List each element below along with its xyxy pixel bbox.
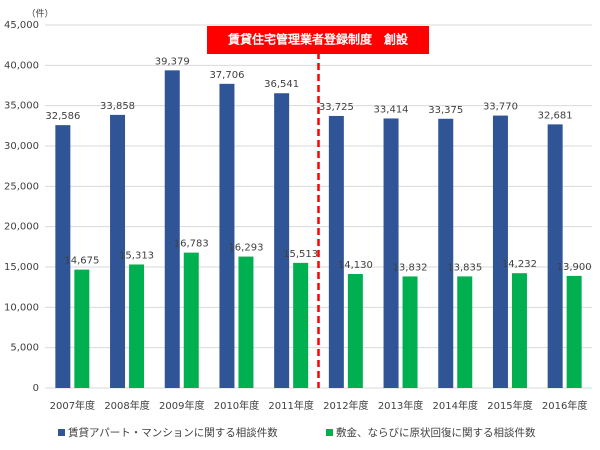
bar [183,252,199,388]
x-tick-label: 2013年度 [378,399,423,412]
bar [110,114,126,389]
value-label: 33,770 [483,102,518,113]
bar [547,124,563,389]
bar [129,264,145,388]
x-tick-label: 2010年度 [214,399,259,412]
value-label: 14,675 [64,256,99,267]
bar [55,125,71,389]
x-tick-label: 2014年度 [433,399,478,412]
value-label: 32,586 [45,111,80,122]
bar [402,276,418,388]
value-label: 16,783 [174,239,209,250]
value-label: 33,414 [374,104,409,115]
y-unit-label: （件） [26,8,53,20]
annotation-box [207,26,429,54]
legend-swatch [58,429,65,436]
bar [511,273,527,388]
value-label: 14,232 [502,259,537,270]
value-label: 33,858 [100,101,135,112]
value-label: 13,835 [447,262,482,273]
y-tick-label: 5,000 [10,343,39,354]
bar [328,115,344,389]
y-tick-label: 0 [33,383,39,394]
bar [492,115,508,388]
y-tick-label: 45,000 [4,20,39,31]
value-label: 16,293 [228,243,263,254]
value-label: 13,832 [393,262,428,273]
bar [74,269,90,388]
y-tick-label: 30,000 [4,141,39,152]
bar [164,70,180,388]
bar [293,262,309,388]
value-label: 15,513 [283,249,318,260]
bar [383,118,399,389]
value-label: 33,375 [428,105,463,116]
x-tick-label: 2016年度 [542,399,587,412]
value-label: 15,313 [119,250,154,261]
y-tick-label: 25,000 [4,181,39,192]
x-tick-label: 2015年度 [487,399,532,412]
x-tick-label: 2007年度 [50,399,95,412]
y-tick-label: 15,000 [4,262,39,273]
legend-label: 賃貸アパート・マンションに関する相談件数 [68,426,278,439]
x-tick-label: 2012年度 [323,399,368,412]
y-tick-label: 20,000 [4,222,39,233]
y-tick-label: 40,000 [4,60,39,71]
bar [438,118,454,389]
value-label: 13,900 [557,262,592,273]
value-label: 39,379 [155,56,190,67]
bar [274,93,290,388]
x-tick-label: 2008年度 [104,399,149,412]
x-tick-label: 2009年度 [159,399,204,412]
bar [566,275,582,388]
value-label: 37,706 [209,70,244,81]
y-tick-label: 35,000 [4,101,39,112]
legend-swatch [326,429,333,436]
value-label: 36,541 [264,79,299,90]
bar [219,83,235,389]
value-label: 33,725 [319,102,354,113]
value-label: 32,681 [538,110,573,121]
bar [347,274,363,388]
y-tick-label: 10,000 [4,302,39,313]
x-tick-label: 2011年度 [268,399,313,412]
bar [238,256,254,388]
bar [457,276,473,388]
value-label: 14,130 [338,260,373,271]
legend-label: 敷金、ならびに原状回復に関する相談件数 [336,426,536,439]
annotation: 賃貸住宅管理業者登録制度 創設 [227,32,409,47]
